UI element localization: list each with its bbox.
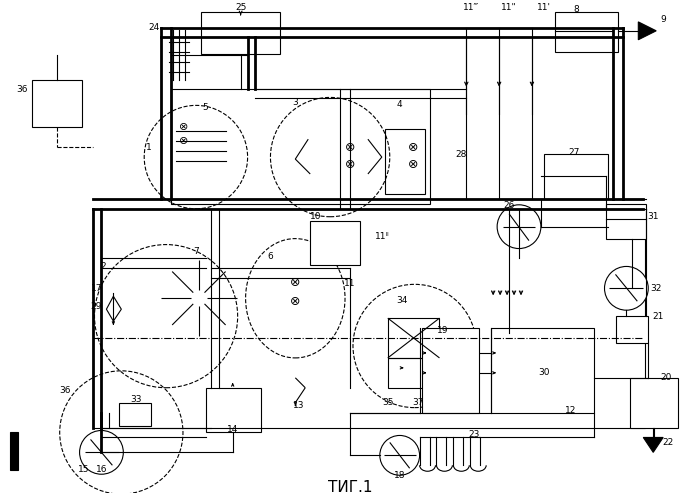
Circle shape xyxy=(497,205,541,248)
Polygon shape xyxy=(106,296,122,321)
Bar xyxy=(491,328,593,413)
Text: 6: 6 xyxy=(268,252,273,261)
Text: ⊗: ⊗ xyxy=(345,141,355,154)
Text: 18: 18 xyxy=(394,471,405,480)
Polygon shape xyxy=(638,22,656,40)
Text: 29: 29 xyxy=(91,302,102,310)
Text: ⊗: ⊗ xyxy=(290,276,301,289)
Text: 22: 22 xyxy=(663,438,674,447)
Text: 11: 11 xyxy=(344,279,356,288)
Text: 11': 11' xyxy=(537,3,551,12)
Text: 12: 12 xyxy=(565,406,577,415)
Circle shape xyxy=(80,431,123,474)
Text: 4: 4 xyxy=(397,100,403,109)
Text: 36: 36 xyxy=(16,85,28,94)
Text: 8: 8 xyxy=(574,5,579,14)
Text: ⊗: ⊗ xyxy=(179,136,189,146)
Text: 16: 16 xyxy=(96,465,107,474)
Bar xyxy=(171,89,429,204)
Bar xyxy=(388,358,440,388)
Text: 19: 19 xyxy=(437,325,448,335)
Bar xyxy=(310,221,360,265)
Text: 11": 11" xyxy=(501,3,517,12)
Text: 28: 28 xyxy=(456,150,467,159)
Bar xyxy=(555,12,619,52)
Text: 33: 33 xyxy=(131,395,142,404)
Text: ⊗: ⊗ xyxy=(345,158,355,171)
Text: 2: 2 xyxy=(101,262,106,271)
Text: 21: 21 xyxy=(652,311,664,320)
Text: 20: 20 xyxy=(661,373,672,382)
Text: ΤИГ.1: ΤИГ.1 xyxy=(328,480,373,495)
Text: 30: 30 xyxy=(538,369,549,377)
Text: 14: 14 xyxy=(227,425,238,434)
Text: 25: 25 xyxy=(235,3,246,12)
Text: 23: 23 xyxy=(468,430,480,439)
Bar xyxy=(201,12,280,54)
Text: 1: 1 xyxy=(146,143,152,152)
Text: 11‴: 11‴ xyxy=(463,3,480,12)
Text: ⊗: ⊗ xyxy=(408,158,418,171)
Text: 10: 10 xyxy=(310,212,322,221)
Text: 31: 31 xyxy=(647,212,659,221)
Text: 13: 13 xyxy=(293,401,304,410)
Text: 24: 24 xyxy=(148,23,160,32)
Circle shape xyxy=(380,435,419,475)
Bar xyxy=(544,154,609,199)
Polygon shape xyxy=(643,437,663,452)
Text: 37: 37 xyxy=(412,398,424,407)
Bar xyxy=(607,204,647,239)
Text: 17: 17 xyxy=(91,284,102,293)
Bar xyxy=(10,433,18,470)
Text: 7: 7 xyxy=(193,247,199,256)
Text: 36: 36 xyxy=(59,386,71,395)
Bar xyxy=(120,403,151,426)
Text: 9: 9 xyxy=(661,15,666,24)
Text: 35: 35 xyxy=(382,398,394,407)
Text: ⊗: ⊗ xyxy=(408,141,418,154)
Bar xyxy=(617,316,648,343)
Text: 11ᴵᴵ: 11ᴵᴵ xyxy=(375,232,390,241)
Text: ⊗: ⊗ xyxy=(179,122,189,132)
Bar xyxy=(384,129,424,194)
Text: 5: 5 xyxy=(202,103,208,112)
Bar xyxy=(421,328,480,413)
Text: 15: 15 xyxy=(78,465,89,474)
Text: 26: 26 xyxy=(503,201,514,210)
Bar xyxy=(94,209,645,428)
Text: 27: 27 xyxy=(568,148,579,157)
Bar xyxy=(388,318,440,358)
Text: 34: 34 xyxy=(396,296,408,305)
Text: 3: 3 xyxy=(292,98,298,107)
Bar xyxy=(32,79,82,127)
Bar xyxy=(630,378,678,428)
Bar xyxy=(206,388,261,433)
Text: 32: 32 xyxy=(651,284,662,293)
Circle shape xyxy=(605,266,648,310)
Text: ⊗: ⊗ xyxy=(290,295,301,308)
